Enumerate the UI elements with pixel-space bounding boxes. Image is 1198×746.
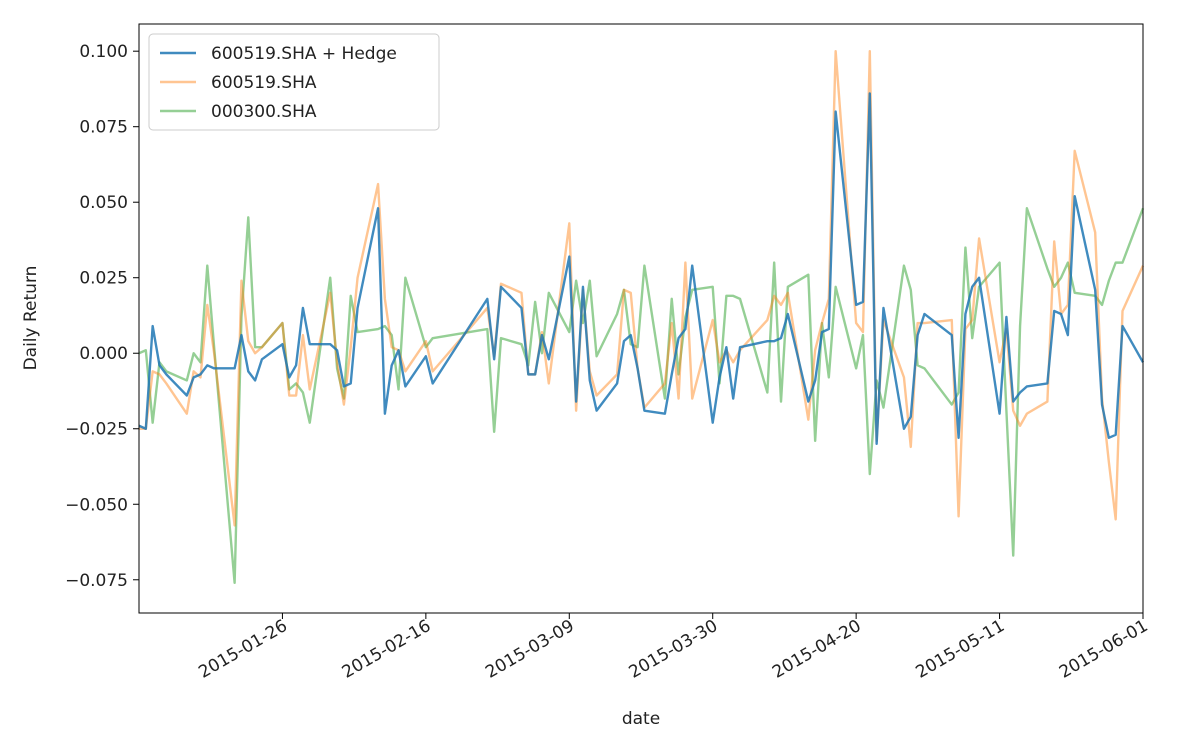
x-tick-label: 2015-01-26 xyxy=(195,616,291,683)
y-tick-label: 0.100 xyxy=(79,42,128,62)
x-tick-label: 2015-04-20 xyxy=(769,616,865,683)
series-line-600519-hedge xyxy=(138,92,1145,446)
y-tick-label: 0.000 xyxy=(79,344,128,364)
y-tick-label: 0.075 xyxy=(79,118,128,138)
x-tick-label: 2015-03-30 xyxy=(626,616,722,683)
y-tick-label: −0.075 xyxy=(65,571,128,591)
y-tick-label: −0.050 xyxy=(65,495,128,515)
y-tick-label: 0.050 xyxy=(79,193,128,213)
legend: 600519.SHA + Hedge 600519.SHA 000300.SHA xyxy=(148,33,440,131)
y-tick-label: 0.025 xyxy=(79,269,128,289)
y-tick-label: −0.025 xyxy=(65,420,128,440)
x-tick-label: 2015-02-16 xyxy=(339,616,435,683)
series-layer xyxy=(138,49,1145,584)
legend-label-hedge: 600519.SHA + Hedge xyxy=(211,44,397,64)
legend-box xyxy=(148,33,440,131)
plot-frame xyxy=(138,23,1144,614)
legend-label-600519: 600519.SHA xyxy=(211,73,317,93)
x-tick-label: 2015-06-01 xyxy=(1056,616,1152,683)
y-axis-label: Daily Return xyxy=(21,266,41,371)
legend-label-000300: 000300.SHA xyxy=(211,102,317,122)
x-tick-label: 2015-03-09 xyxy=(482,616,578,683)
y-axis: −0.075 −0.050 −0.025 0.000 0.025 0.050 0.075 0.… xyxy=(65,42,139,591)
x-tick-label: 2015-05-11 xyxy=(913,616,1009,683)
x-axis: 2015-01-26 2015-02-16 2015-03-09 2015-03-30… xyxy=(195,613,1152,683)
x-axis-label: date xyxy=(622,709,660,729)
series-line-000300 xyxy=(138,207,1145,584)
